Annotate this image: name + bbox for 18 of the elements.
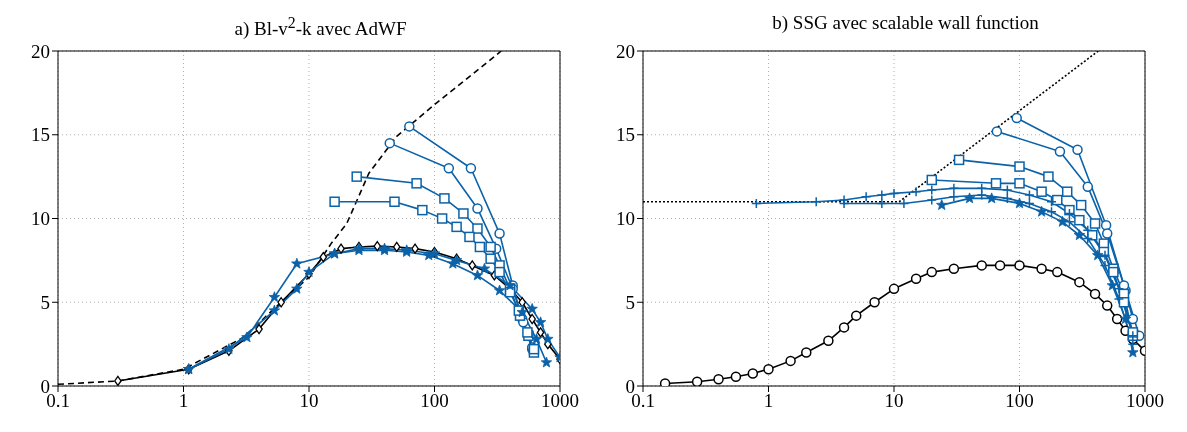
x-tick-label: 1000 bbox=[541, 390, 579, 412]
x-tick-label: 10 bbox=[299, 390, 319, 412]
y-tick-label: 5 bbox=[625, 291, 635, 313]
y-tick-label: 5 bbox=[40, 291, 50, 313]
x-tick-label: 10 bbox=[884, 390, 904, 412]
y-tick-label: 15 bbox=[31, 124, 50, 146]
y-tick-label: 20 bbox=[616, 40, 635, 62]
y-tick-label: 10 bbox=[616, 208, 635, 230]
x-tick-label: 100 bbox=[420, 390, 449, 412]
x-tick-label: 100 bbox=[1005, 390, 1034, 412]
x-tick-label: 1 bbox=[763, 390, 774, 412]
y-tick-label: 20 bbox=[31, 40, 50, 62]
y-tick-label: 15 bbox=[616, 124, 635, 146]
x-tick-label: 1 bbox=[178, 390, 189, 412]
x-tick-label: 1000 bbox=[1126, 390, 1164, 412]
chart-title: b) SSG avec scalable wall function bbox=[771, 11, 1040, 35]
chart-title: a) Bl-v$^{2}$-k avec AdWF bbox=[233, 13, 408, 40]
y-tick-label: 10 bbox=[31, 208, 50, 230]
